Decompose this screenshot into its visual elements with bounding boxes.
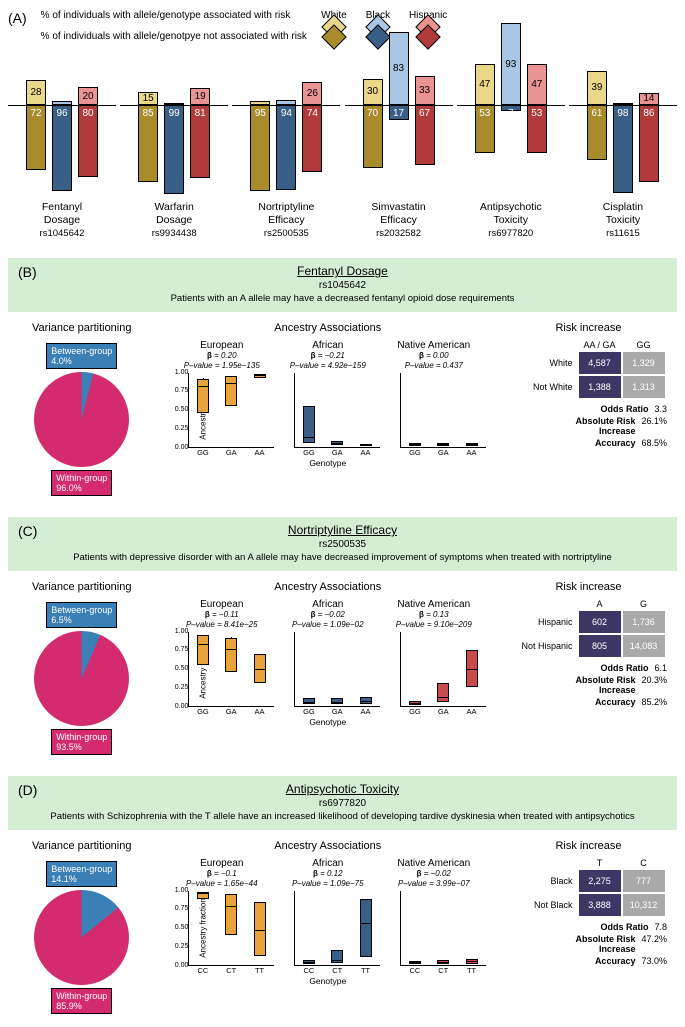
ancestry-associations: Ancestry Associations European β = 0.20P… bbox=[166, 322, 491, 467]
bargroup: 47 53 93 7 47 53AntipsychoticToxicityrs6… bbox=[461, 65, 561, 240]
variance-pie: Variance partitioning Between-group6.5% … bbox=[8, 581, 156, 758]
ancestry-associations: Ancestry Associations European β = −0.1P… bbox=[166, 840, 491, 985]
panel-a-header: (A) % of individuals with allele/genotyp… bbox=[8, 10, 677, 49]
ethnicity-legend: White Black Hispanic bbox=[321, 10, 447, 49]
legend-eth-black: Black bbox=[365, 10, 391, 49]
panel-a-bars: 28 72 4 96 20 80FentanylDosagers1045642 … bbox=[8, 65, 677, 240]
panel-a-label: (A) bbox=[8, 10, 27, 26]
subpanel-(D): (D) Antipsychotic Toxicity rs6977820 Pat… bbox=[8, 776, 677, 1017]
subpanels: (B) Fentanyl Dosage rs1045642 Patients w… bbox=[8, 258, 677, 1017]
risk-increase: Risk increaseTCBlack2,275777Not Black3,8… bbox=[500, 840, 677, 968]
subpanel-(B): (B) Fentanyl Dosage rs1045642 Patients w… bbox=[8, 258, 677, 499]
bargroup: 28 72 4 96 20 80FentanylDosagers1045642 bbox=[12, 65, 112, 240]
risk-increase: Risk increaseAA / GAGGWhite4,5871,329Not… bbox=[500, 322, 677, 450]
legend-text-block: % of individuals with allele/genotype as… bbox=[41, 10, 307, 42]
bargroup: 30 70 83 17 33 67SimvastatinEfficacyrs20… bbox=[349, 65, 449, 240]
legend-eth-hispanic: Hispanic bbox=[409, 10, 447, 49]
bargroup: 5 95 6 94 26 74NortriptylineEfficacyrs25… bbox=[236, 65, 336, 240]
ancestry-associations: Ancestry Associations European β = −0.11… bbox=[166, 581, 491, 726]
variance-pie: Variance partitioning Between-group4.0% … bbox=[8, 322, 156, 499]
variance-pie: Variance partitioning Between-group14.1%… bbox=[8, 840, 156, 1017]
figure-root: (A) % of individuals with allele/genotyp… bbox=[0, 0, 685, 1027]
bargroup: 15 85 1 99 19 81WarfarinDosagers9934438 bbox=[124, 65, 224, 240]
legend-risk-line: % of individuals with allele/genotype as… bbox=[41, 10, 307, 21]
bargroup: 39 61 2 98 14 86CisplatinToxicityrs11615 bbox=[573, 65, 673, 240]
legend-norisk-line: % of individuals with allele/genotpye no… bbox=[41, 31, 307, 42]
legend-eth-white: White bbox=[321, 10, 347, 49]
risk-increase: Risk increaseAGHispanic6021,736Not Hispa… bbox=[500, 581, 677, 709]
subpanel-(C): (C) Nortriptyline Efficacy rs2500535 Pat… bbox=[8, 517, 677, 758]
